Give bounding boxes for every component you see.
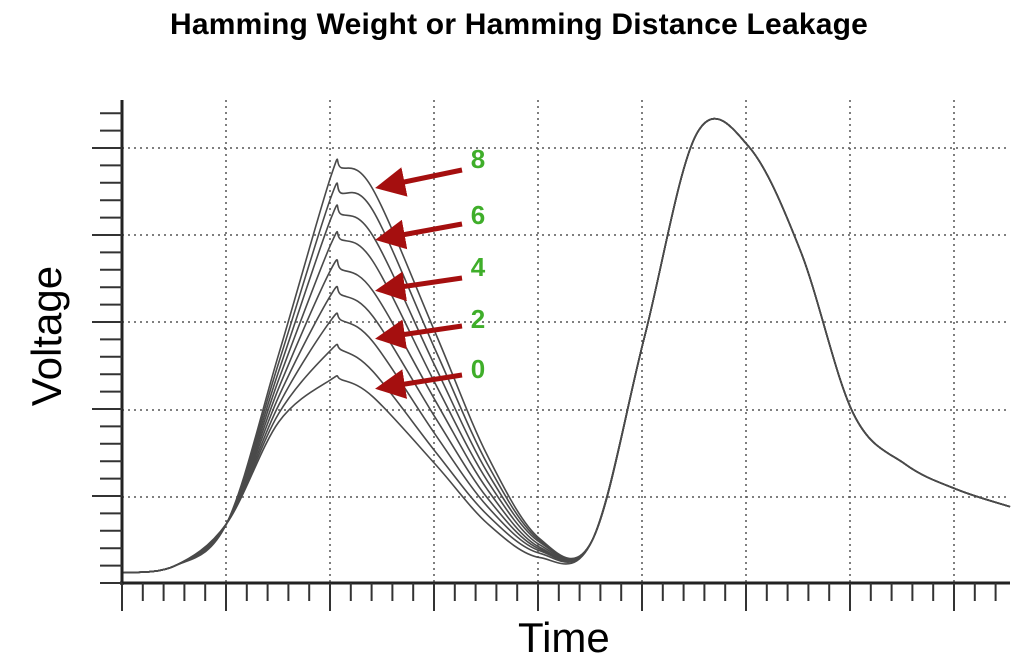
trace-line-0 <box>121 118 1011 574</box>
annotation-arrow-4 <box>375 271 463 302</box>
annotation-arrow-8 <box>375 167 463 197</box>
trace-line-2 <box>121 118 1011 574</box>
trace-line-1 <box>121 118 1011 574</box>
annotations: 8 6 4 2 0 <box>375 144 486 399</box>
annotation-label-2: 2 <box>471 304 485 334</box>
annotation-label-0: 0 <box>471 354 485 384</box>
annotation-label-6: 6 <box>471 200 485 230</box>
traces <box>121 118 1011 574</box>
annotation-arrow-6 <box>375 219 463 250</box>
trace-line-8 <box>121 118 1011 574</box>
annotation-arrow-0 <box>375 369 463 399</box>
axes <box>92 100 1010 611</box>
trace-line-4 <box>121 118 1011 574</box>
trace-line-7 <box>121 118 1011 574</box>
annotation-label-4: 4 <box>471 252 486 282</box>
x-axis-label: Time <box>518 614 610 661</box>
trace-line-3 <box>121 118 1011 574</box>
grid <box>122 100 1010 583</box>
annotation-arrow-2 <box>375 319 463 350</box>
trace-line-6 <box>121 118 1011 574</box>
trace-line-5 <box>121 118 1011 574</box>
chart-title: Hamming Weight or Hamming Distance Leaka… <box>170 8 869 41</box>
annotation-label-8: 8 <box>471 144 485 174</box>
